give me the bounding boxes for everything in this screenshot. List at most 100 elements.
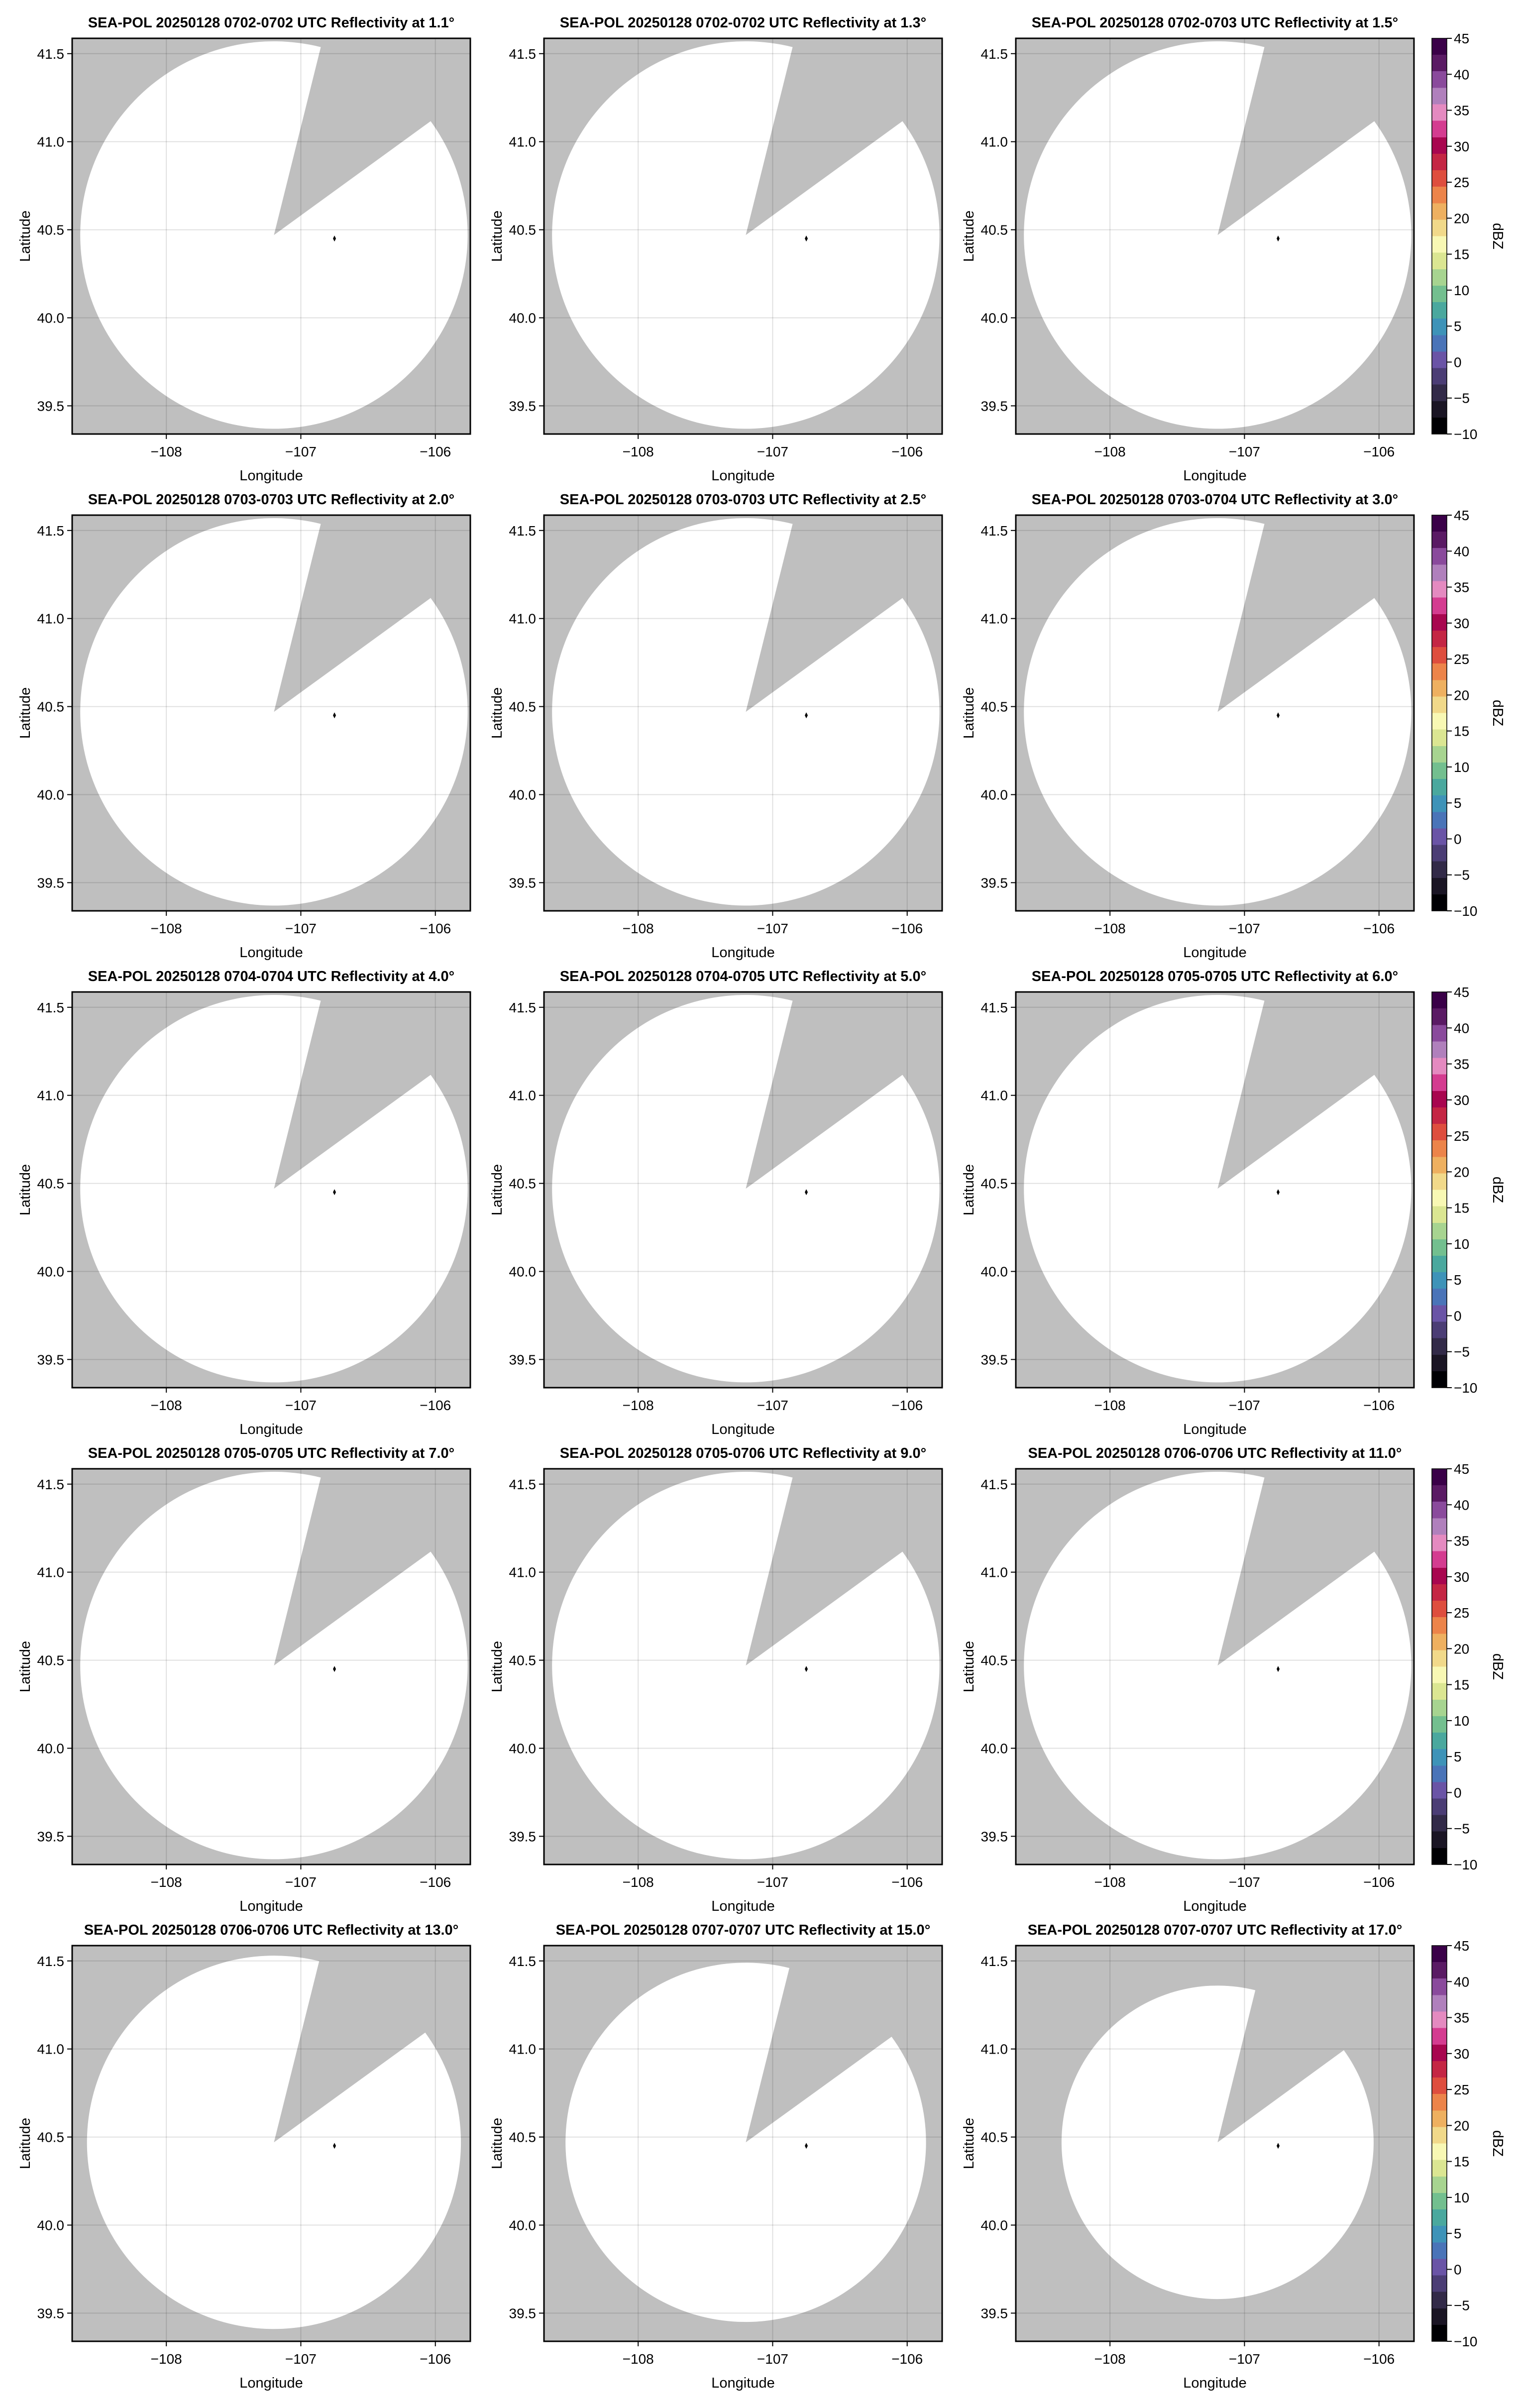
colorbar: −10 −5 0 5 10 15 20 25 30 35 40 45 dBZ	[1431, 1461, 1506, 1872]
plot-area	[1016, 38, 1414, 434]
y-axis-label: Latitude	[961, 687, 977, 739]
y-axis-label: Latitude	[489, 1641, 505, 1692]
x-tick-label: −108	[151, 444, 182, 459]
x-tick-label: −108	[1094, 444, 1126, 459]
y-tick-label: 41.5	[981, 1000, 1008, 1015]
colorbar-bar	[1431, 1945, 1447, 2342]
colorbar-tick-label: 10	[1454, 2190, 1469, 2205]
site-marker	[1277, 235, 1280, 242]
y-tick-label: 41.0	[981, 611, 1008, 627]
colorbar-tick-label: 30	[1454, 1569, 1469, 1585]
colorbar: −10 −5 0 5 10 15 20 25 30 35 40 45 dBZ	[1431, 31, 1506, 442]
x-tick-label: −107	[757, 1398, 788, 1413]
panel-title: SEA-POL 20250128 0705-0705 UTC Reflectiv…	[1032, 969, 1398, 985]
colorbar-tick-label: 40	[1454, 1497, 1469, 1513]
y-axis-label: Latitude	[17, 1164, 33, 1215]
x-tick-label: −108	[1094, 1398, 1126, 1413]
y-tick-label: 39.5	[981, 398, 1008, 414]
x-axis-label: Longitude	[1183, 1422, 1246, 1437]
y-axis-label: Latitude	[489, 2118, 505, 2169]
x-tick-label: −107	[1229, 921, 1260, 936]
radar-coverage	[80, 1472, 468, 1860]
colorbar-tick-label: 20	[1454, 687, 1469, 703]
x-tick-label: −107	[1229, 1398, 1260, 1413]
x-tick-label: −107	[285, 1874, 317, 1890]
y-tick-label: 40.0	[981, 1264, 1008, 1279]
colorbar-bar	[1431, 515, 1447, 911]
x-axis-label: Longitude	[1183, 1898, 1246, 1914]
colorbar-bar	[1431, 38, 1447, 435]
y-tick-label: 40.5	[509, 222, 537, 238]
y-tick-label: 41.0	[981, 1565, 1008, 1580]
radar-coverage	[1024, 1472, 1411, 1860]
plot-area	[1016, 515, 1414, 911]
y-tick-label: 40.0	[37, 1741, 65, 1756]
plot-area	[72, 515, 470, 911]
x-tick-label: −107	[757, 2351, 788, 2367]
y-tick-label: 40.0	[509, 1264, 537, 1279]
axes-frame	[71, 514, 471, 912]
panel-title: SEA-POL 20250128 0706-0706 UTC Reflectiv…	[1028, 1445, 1402, 1461]
y-axis-label: Latitude	[489, 1164, 505, 1215]
x-axis-label: Longitude	[239, 2375, 303, 2391]
colorbar-tick-label: 20	[1454, 1164, 1469, 1180]
x-tick-label: −108	[623, 921, 654, 936]
y-tick-label: 41.5	[981, 46, 1008, 62]
plot-area	[1016, 1469, 1414, 1864]
y-tick-label: 40.5	[37, 222, 65, 238]
x-axis-label: Longitude	[711, 1898, 774, 1914]
radar-coverage	[552, 518, 940, 906]
y-axis-label: Latitude	[961, 1164, 977, 1215]
colorbar-tick-label: 5	[1454, 1749, 1462, 1764]
x-tick-label: −108	[151, 921, 182, 936]
y-tick-label: 41.5	[509, 1477, 537, 1492]
radar-coverage	[80, 518, 468, 906]
panel-4: SEA-POL 20250128 0703-0703 UTC Reflectiv…	[17, 492, 471, 961]
colorbar-tick-label: 15	[1454, 247, 1469, 262]
axes-frame	[543, 37, 943, 435]
panel-title: SEA-POL 20250128 0702-0702 UTC Reflectiv…	[560, 15, 926, 31]
y-tick-label: 41.0	[981, 1088, 1008, 1103]
y-tick-label: 41.0	[37, 1565, 65, 1580]
y-tick-label: 41.0	[37, 2042, 65, 2057]
x-axis-label: Longitude	[1183, 2375, 1246, 2391]
y-tick-label: 41.0	[981, 2042, 1008, 2057]
y-tick-label: 40.0	[981, 310, 1008, 326]
colorbar-tick-label: −5	[1454, 391, 1470, 406]
colorbar-tick-label: 15	[1454, 724, 1469, 739]
panel-14: SEA-POL 20250128 0707-0707 UTC Reflectiv…	[489, 1922, 943, 2391]
x-tick-label: −107	[285, 921, 317, 936]
y-axis-label: Latitude	[489, 687, 505, 739]
panel-8: SEA-POL 20250128 0704-0705 UTC Reflectiv…	[489, 969, 943, 1437]
y-tick-label: 40.0	[509, 310, 537, 326]
x-axis-label: Longitude	[239, 468, 303, 484]
radar-coverage	[1061, 1985, 1374, 2299]
axes-frame	[543, 1945, 943, 2342]
site-marker	[805, 712, 808, 719]
x-tick-label: −108	[1094, 921, 1126, 936]
colorbar-label: dBZ	[1490, 1177, 1506, 1203]
y-tick-label: 39.5	[981, 2305, 1008, 2321]
y-tick-label: 40.0	[509, 787, 537, 802]
x-tick-label: −108	[151, 2351, 182, 2367]
y-tick-label: 40.5	[37, 1176, 65, 1192]
colorbar-tick-label: 0	[1454, 1785, 1462, 1800]
panel-title: SEA-POL 20250128 0704-0705 UTC Reflectiv…	[560, 969, 926, 985]
x-tick-label: −106	[420, 1874, 451, 1890]
y-tick-label: 41.5	[981, 1954, 1008, 1969]
y-tick-label: 41.5	[509, 523, 537, 539]
radar-coverage	[87, 1956, 461, 2329]
y-tick-label: 40.5	[509, 1653, 537, 1668]
x-tick-label: −106	[891, 1874, 923, 1890]
axes-frame	[71, 1468, 471, 1865]
y-tick-label: 40.5	[981, 222, 1008, 238]
y-axis-label: Latitude	[961, 211, 977, 262]
plot-area	[544, 515, 942, 911]
panel-2: SEA-POL 20250128 0702-0702 UTC Reflectiv…	[489, 15, 943, 484]
colorbar-tick-label: 45	[1454, 508, 1469, 523]
y-tick-label: 39.5	[981, 1829, 1008, 1844]
panel-title: SEA-POL 20250128 0707-0707 UTC Reflectiv…	[1028, 1922, 1403, 1938]
axes-frame	[543, 1468, 943, 1865]
panel-title: SEA-POL 20250128 0703-0703 UTC Reflectiv…	[88, 492, 454, 508]
y-tick-label: 39.5	[37, 1829, 65, 1844]
